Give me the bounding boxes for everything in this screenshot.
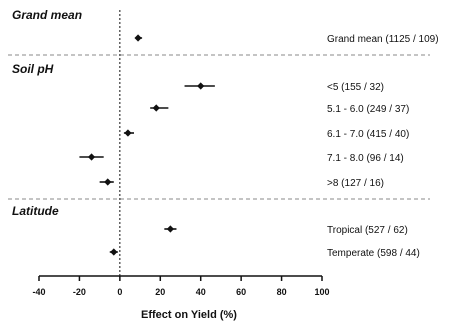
point-estimate (124, 129, 132, 137)
x-tick-label: 0 (117, 287, 122, 297)
data-marks (79, 34, 215, 256)
x-tick-label: -20 (73, 287, 86, 297)
row-label: Tropical (527 / 62) (327, 225, 408, 236)
point-estimate (166, 225, 174, 233)
point-estimate (197, 82, 205, 90)
row-label: Grand mean (1125 / 109) (327, 34, 439, 45)
x-tick-label: 100 (314, 287, 329, 297)
section-title-soil-ph: Soil pH (12, 62, 54, 76)
point-estimate (134, 34, 142, 42)
point-estimate (152, 104, 160, 112)
point-estimate (110, 248, 118, 256)
section-title-latitude: Latitude (12, 204, 59, 218)
x-tick-label: 80 (277, 287, 287, 297)
row-labels: Grand mean (1125 / 109) <5 (155 / 32) 5.1 … (327, 34, 439, 259)
row-label: 5.1 - 6.0 (249 / 37) (327, 104, 409, 115)
point-estimate (87, 153, 96, 161)
row-label: >8 (127 / 16) (327, 178, 384, 189)
x-tick-label: 40 (196, 287, 206, 297)
row-label: Temperate (598 / 44) (327, 248, 420, 259)
row-label: 6.1 - 7.0 (415 / 40) (327, 129, 409, 140)
x-axis-label: Effect on Yield (%) (141, 309, 237, 321)
x-tick-label: 20 (155, 287, 165, 297)
x-tick-label: -40 (32, 287, 45, 297)
row-label: <5 (155 / 32) (327, 82, 384, 93)
row-label: 7.1 - 8.0 (96 / 14) (327, 153, 404, 164)
x-tick-label: 60 (236, 287, 246, 297)
x-axis-ticks: -40 -20 0 20 40 60 80 100 (32, 276, 330, 297)
section-title-grand-mean: Grand mean (12, 8, 82, 22)
point-estimate (104, 178, 112, 186)
